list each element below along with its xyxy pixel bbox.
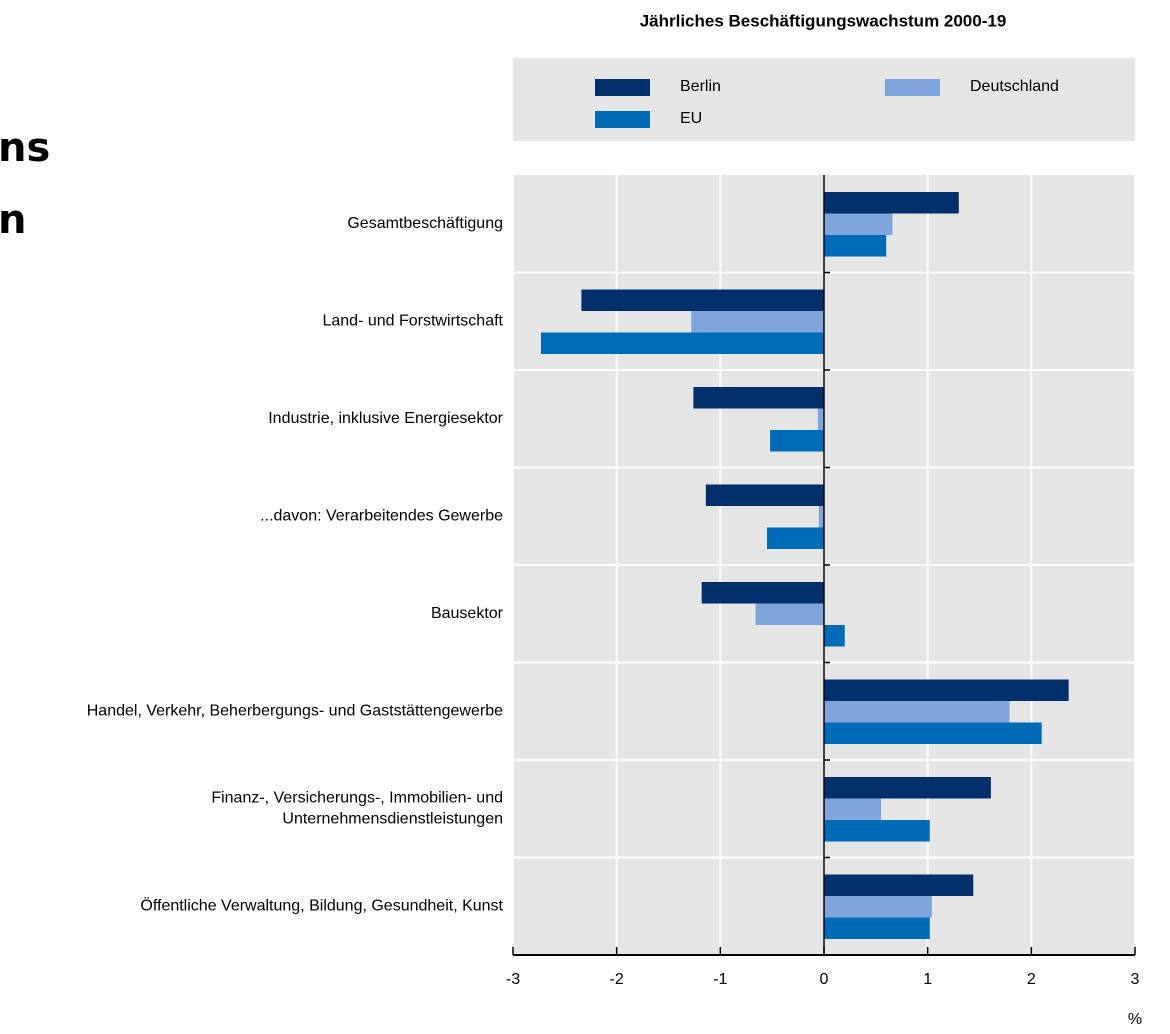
- bar: [766, 527, 824, 549]
- x-tick-label: -3: [506, 971, 520, 988]
- y-tick-label: Öffentliche Verwaltung, Bildung, Gesundh…: [140, 896, 503, 914]
- bar: [824, 213, 893, 235]
- y-tick-label: ...davon: Verarbeitendes Gewerbe: [260, 507, 503, 524]
- annotation: ns: [0, 125, 50, 171]
- x-tick-label: 0: [820, 971, 829, 988]
- legend-swatch: [885, 79, 940, 96]
- chart-title: Jährliches Beschäftigungswachstum 2000-1…: [640, 11, 1007, 30]
- bar: [701, 582, 824, 604]
- x-tick-label: 2: [1027, 971, 1036, 988]
- bar: [824, 679, 1069, 701]
- x-tick-label: -1: [713, 971, 727, 988]
- bar: [824, 235, 887, 257]
- bar: [705, 484, 824, 506]
- bar: [824, 917, 930, 939]
- x-tick-label: 3: [1131, 971, 1140, 988]
- bar: [581, 289, 824, 311]
- x-axis-unit: %: [1128, 1011, 1142, 1028]
- bar: [824, 874, 974, 896]
- bar: [770, 430, 824, 452]
- bar: [540, 332, 824, 354]
- legend-box: [513, 58, 1135, 141]
- x-tick-label: 1: [923, 971, 932, 988]
- bar: [818, 506, 824, 528]
- bar: [691, 311, 824, 333]
- bar: [824, 820, 930, 842]
- legend-swatch: [595, 79, 650, 96]
- x-tick-label: -2: [610, 971, 624, 988]
- y-tick-label: Bausektor: [431, 605, 504, 622]
- bar: [755, 603, 824, 625]
- annotation: n: [0, 197, 26, 243]
- bar: [824, 896, 932, 918]
- legend-label: EU: [680, 110, 702, 127]
- y-tick-label: Land- und Forstwirtschaft: [322, 312, 503, 329]
- bar: [824, 625, 845, 647]
- bar: [824, 192, 959, 214]
- bar: [693, 387, 824, 409]
- y-tick-label: Gesamtbeschäftigung: [347, 215, 503, 232]
- bar: [824, 798, 882, 820]
- y-tick-label: Handel, Verkehr, Beherbergungs- und Gast…: [87, 702, 503, 719]
- legend-label: Deutschland: [970, 78, 1059, 95]
- legend-swatch: [595, 111, 650, 128]
- bar: [824, 722, 1042, 744]
- y-tick-label: Finanz-, Versicherungs-, Immobilien- und…: [211, 789, 503, 827]
- bar: [824, 777, 991, 799]
- bar: [817, 408, 824, 430]
- y-tick-label: Industrie, inklusive Energiesektor: [268, 410, 503, 427]
- bar: [824, 701, 1010, 723]
- legend-label: Berlin: [680, 78, 721, 95]
